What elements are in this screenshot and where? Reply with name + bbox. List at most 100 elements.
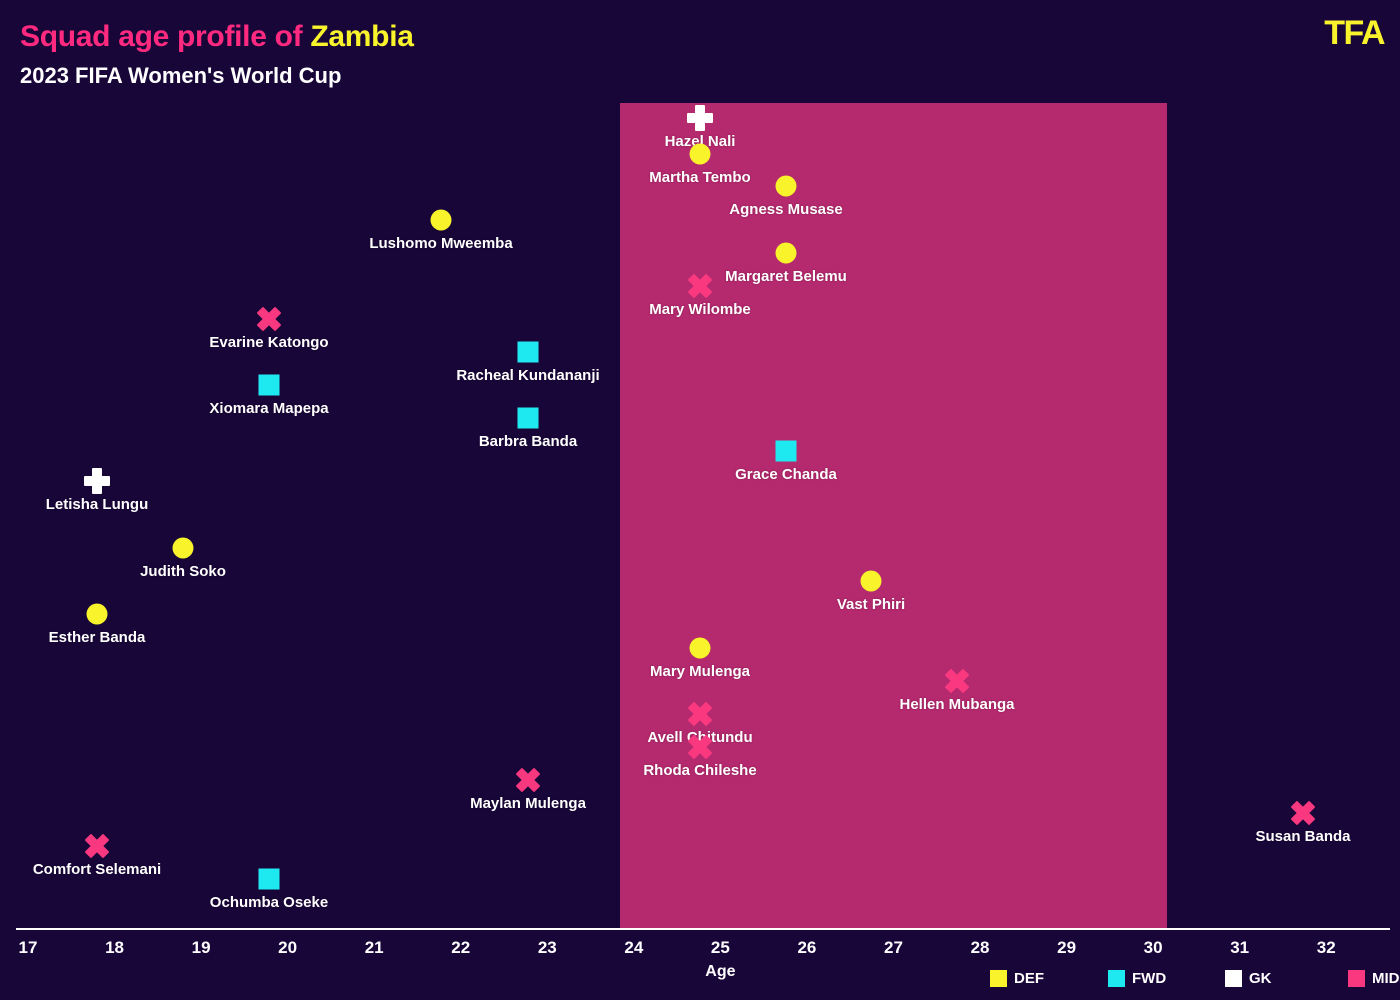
data-point[interactable]: [517, 341, 539, 363]
x-axis-tick-25: 25: [710, 938, 730, 957]
data-point-label: Hazel Nali: [664, 133, 736, 150]
data-point-label: Ochumba Oseke: [209, 894, 329, 911]
marker-circle-icon: [689, 637, 711, 659]
data-point[interactable]: [1290, 800, 1316, 826]
data-point-label: Barbra Banda: [478, 433, 578, 450]
legend-swatch-def-icon: [990, 970, 1007, 987]
data-point-label: Comfort Selemani: [32, 861, 162, 878]
data-point-label: Mary Wilombe: [649, 301, 751, 318]
data-point[interactable]: [687, 734, 713, 760]
data-point[interactable]: [775, 242, 797, 264]
page-title: Squad age profile of Zambia: [20, 20, 414, 54]
data-point[interactable]: [258, 374, 280, 396]
x-axis-tick-23: 23: [537, 938, 557, 957]
marker-square-icon: [517, 341, 539, 363]
x-axis-tick-19: 19: [191, 938, 211, 957]
marker-plus-icon: [687, 105, 713, 131]
x-axis-tick-18: 18: [105, 938, 125, 957]
data-point[interactable]: [687, 273, 713, 299]
data-point-label: Susan Banda: [1255, 828, 1351, 845]
data-point-label: Lushomo Mweemba: [369, 235, 513, 252]
data-point-label: Vast Phiri: [836, 596, 906, 613]
data-point-label: Racheal Kundananji: [456, 367, 600, 384]
legend-item-fwd[interactable]: FWD: [1108, 970, 1166, 987]
data-point[interactable]: [256, 306, 282, 332]
x-axis-tick-24: 24: [624, 938, 644, 957]
marker-circle-icon: [860, 570, 882, 592]
marker-cross-icon: [1290, 800, 1316, 826]
marker-square-icon: [258, 374, 280, 396]
data-point[interactable]: [84, 833, 110, 859]
data-point-label: Rhoda Chileshe: [643, 762, 757, 779]
data-point[interactable]: [689, 143, 711, 165]
data-point-label: Letisha Lungu: [45, 496, 149, 513]
marker-cross-icon: [687, 273, 713, 299]
marker-cross-icon: [256, 306, 282, 332]
x-axis-tick-17: 17: [18, 938, 38, 957]
data-point[interactable]: [258, 868, 280, 890]
data-point[interactable]: [689, 637, 711, 659]
data-point[interactable]: [515, 767, 541, 793]
data-point-label: Evarine Katongo: [209, 334, 329, 351]
data-point-label: Hellen Mubanga: [899, 696, 1015, 713]
data-point[interactable]: [687, 701, 713, 727]
data-point-label: Xiomara Mapepa: [209, 400, 329, 417]
data-point-label: Judith Soko: [140, 563, 226, 580]
marker-square-icon: [775, 440, 797, 462]
marker-cross-icon: [515, 767, 541, 793]
marker-circle-icon: [775, 242, 797, 264]
x-axis-tick-31: 31: [1230, 938, 1250, 957]
x-axis-tick-29: 29: [1057, 938, 1077, 957]
data-point[interactable]: [84, 468, 110, 494]
marker-circle-icon: [430, 209, 452, 231]
data-point[interactable]: [775, 175, 797, 197]
data-point[interactable]: [775, 440, 797, 462]
legend-label: DEF: [1014, 970, 1044, 987]
x-axis-tick-30: 30: [1143, 938, 1163, 957]
marker-cross-icon: [84, 833, 110, 859]
x-axis-tick-22: 22: [451, 938, 471, 957]
marker-cross-icon: [944, 668, 970, 694]
x-axis-tick-32: 32: [1316, 938, 1336, 957]
marker-plus-icon: [84, 468, 110, 494]
marker-cross-icon: [687, 701, 713, 727]
data-point-label: Agness Musase: [729, 201, 843, 218]
data-point-label: Avell Chitundu: [647, 729, 753, 746]
x-axis-tick-20: 20: [278, 938, 298, 957]
x-axis-label: Age: [705, 963, 736, 980]
legend-item-def[interactable]: DEF: [990, 970, 1044, 987]
data-point-label: Martha Tembo: [649, 169, 751, 186]
age-peak-band: [619, 103, 1168, 928]
marker-circle-icon: [172, 537, 194, 559]
x-axis-tick-28: 28: [970, 938, 990, 957]
data-point-label: Mary Mulenga: [649, 663, 751, 680]
page-subtitle: 2023 FIFA Women's World Cup: [20, 63, 342, 88]
x-axis-tick-27: 27: [884, 938, 903, 957]
legend-item-mid[interactable]: MID: [1348, 970, 1400, 987]
scatter-plot-area: [16, 103, 1390, 930]
marker-circle-icon: [86, 603, 108, 625]
title-team-text: Zambia: [310, 20, 414, 53]
marker-circle-icon: [775, 175, 797, 197]
marker-cross-icon: [687, 734, 713, 760]
x-axis-tick-26: 26: [797, 938, 817, 957]
data-point[interactable]: [172, 537, 194, 559]
legend-swatch-fwd-icon: [1108, 970, 1125, 987]
title-main-text: Squad age profile of: [20, 20, 311, 53]
data-point-label: Margaret Belemu: [725, 268, 847, 285]
x-axis-tick-21: 21: [364, 938, 384, 957]
legend-item-gk[interactable]: GK: [1225, 970, 1272, 987]
data-point[interactable]: [430, 209, 452, 231]
data-point-label: Grace Chanda: [735, 466, 837, 483]
data-point[interactable]: [517, 407, 539, 429]
data-point[interactable]: [944, 668, 970, 694]
legend-label: MID: [1372, 970, 1400, 987]
marker-circle-icon: [689, 143, 711, 165]
data-point[interactable]: [687, 105, 713, 131]
data-point[interactable]: [860, 570, 882, 592]
data-point-label: Esther Banda: [48, 629, 146, 646]
marker-square-icon: [517, 407, 539, 429]
marker-square-icon: [258, 868, 280, 890]
data-point[interactable]: [86, 603, 108, 625]
